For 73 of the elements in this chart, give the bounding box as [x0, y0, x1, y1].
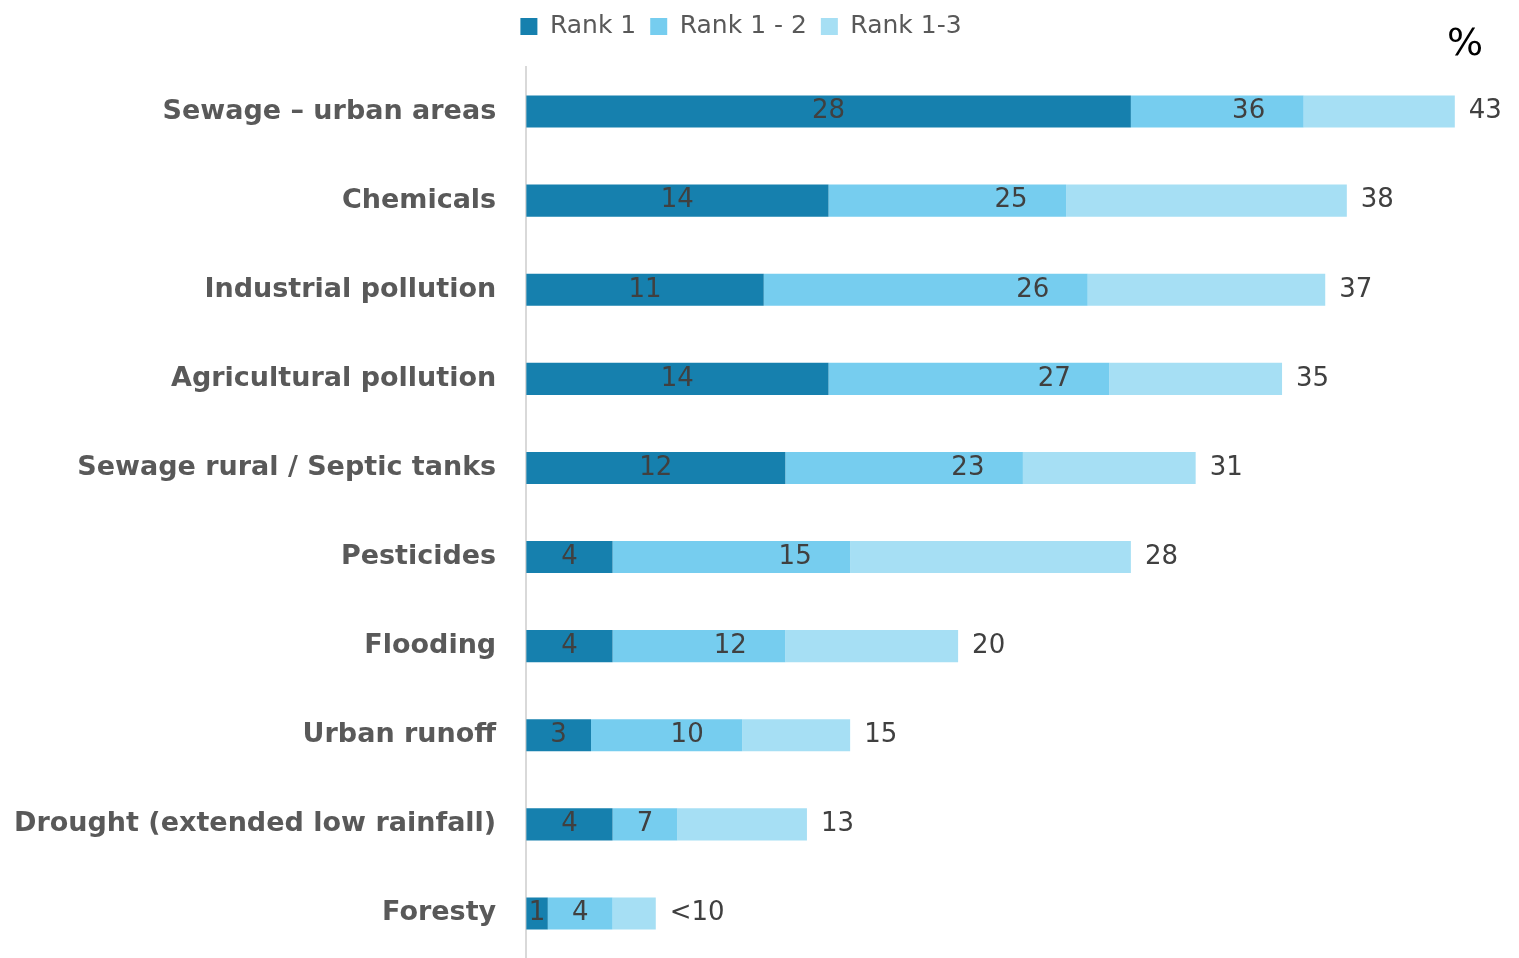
bar: [612, 630, 786, 663]
bar: [1303, 95, 1455, 128]
data-label: 28: [811, 94, 846, 125]
data-label: 1: [528, 896, 546, 927]
bar: [526, 541, 613, 574]
bar: [526, 451, 786, 484]
bar: [1022, 451, 1196, 484]
y-tick-label: Sewage – urban areas: [162, 93, 497, 125]
total-label: 28: [1144, 539, 1178, 570]
y-tick-label: Industrial pollution: [204, 271, 497, 303]
legend-label: Rank 1-3: [850, 10, 962, 39]
total-label: 20: [972, 628, 1006, 659]
bar: [526, 184, 829, 217]
data-label: 4: [561, 628, 578, 659]
bar: [1087, 273, 1326, 306]
bar: [1066, 184, 1347, 217]
total-label: 15: [864, 718, 898, 748]
bar: [677, 808, 807, 841]
bar: [763, 273, 1088, 306]
bar: [526, 808, 613, 841]
bar: [785, 630, 959, 663]
total-label: <10: [669, 896, 725, 927]
bar: [828, 362, 1110, 395]
bar: [526, 630, 613, 663]
y-tick-label: Drought (extended low rainfall): [14, 806, 497, 838]
bar: [526, 95, 1131, 128]
total-label: 37: [1339, 272, 1373, 303]
data-label: 4: [561, 539, 578, 570]
bar: [612, 808, 678, 841]
annotation: 23: [951, 450, 985, 481]
total-label: 31: [1209, 450, 1243, 481]
legend-label: Rank 1 - 2: [679, 10, 807, 39]
y-tick-label: Pesticides: [340, 539, 497, 571]
bar: [742, 719, 851, 752]
bar: [526, 362, 829, 395]
y-tick-label: Flooding: [364, 628, 497, 660]
bar: [1130, 95, 1304, 128]
data-label: 11: [628, 272, 662, 303]
annotation: 12: [713, 628, 747, 659]
annotation: 27: [1037, 361, 1071, 392]
text: %: [1446, 20, 1483, 64]
data-label: 4: [561, 807, 578, 838]
annotation: 7: [636, 807, 654, 838]
y-tick-label: Sewage rural / Septic tanks: [77, 449, 497, 481]
annotation: 15: [778, 539, 812, 570]
annotation: 4: [571, 896, 589, 927]
total-label: 43: [1468, 94, 1502, 125]
data-label: 14: [660, 361, 694, 392]
annotation: 10: [670, 718, 704, 748]
y-tick-label: Urban runoff: [302, 717, 498, 749]
bar: [850, 541, 1131, 574]
annotation: 25: [994, 183, 1028, 214]
bar: [828, 184, 1067, 217]
bar: [1109, 362, 1283, 395]
y-tick-label: Chemicals: [341, 182, 497, 214]
bar: [612, 897, 656, 930]
y-tick-label: Foresty: [382, 895, 497, 927]
data-label: 3: [550, 718, 567, 748]
bar: [590, 719, 743, 752]
y-tick-label: Agricultural pollution: [171, 360, 497, 392]
bar: [612, 541, 851, 574]
bar: [526, 719, 591, 752]
total-label: 13: [820, 807, 855, 838]
bar: [526, 273, 764, 306]
bar: [785, 451, 1023, 484]
data-label: 14: [660, 183, 694, 214]
legend-label: Rank 1: [549, 10, 637, 39]
annotation: 26: [1016, 272, 1050, 303]
data-label: 12: [639, 450, 673, 481]
bar: [547, 897, 613, 930]
total-label: 38: [1360, 183, 1394, 214]
annotation: 36: [1232, 94, 1266, 125]
total-label: 35: [1296, 361, 1330, 392]
